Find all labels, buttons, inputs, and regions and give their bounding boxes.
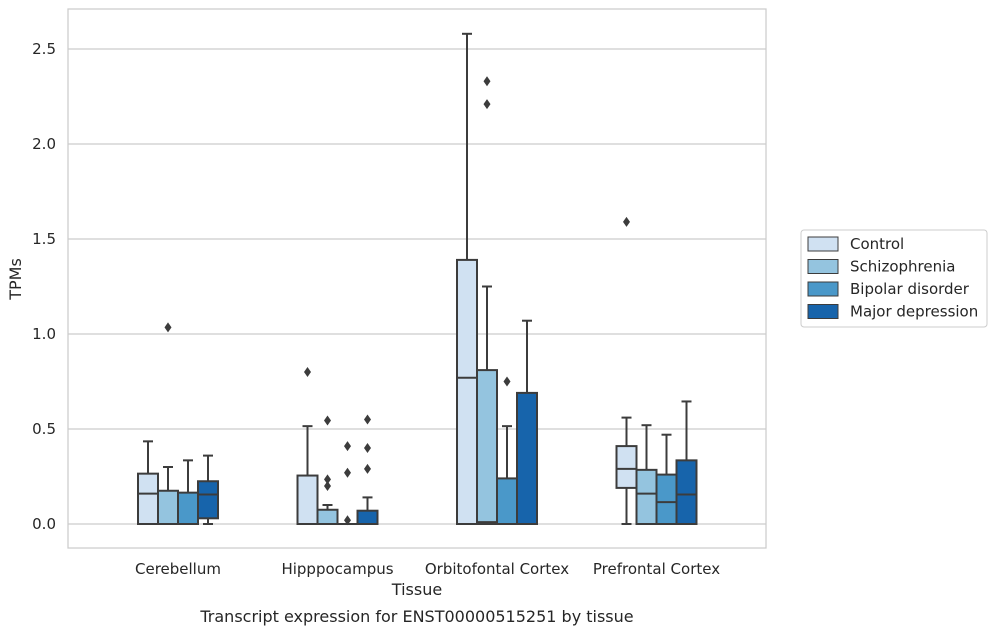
outlier-point [324,474,331,485]
box-group [675,400,698,526]
x-tick-label: Prefrontal Cortex [593,560,720,578]
box-group [197,454,219,525]
legend-swatch [807,236,839,252]
box [635,468,658,526]
box-group [356,414,379,526]
box-group [615,216,638,525]
outlier-point [324,415,331,426]
outlier-point [164,322,172,333]
legend-frame [800,229,988,328]
x-axis-title: Tissue [391,580,442,599]
boxes-layer [137,32,698,526]
box [655,473,678,526]
y-tick-label: 2.5 [32,40,56,58]
box [516,391,538,525]
outlier-point [344,515,351,526]
box-group [476,76,498,525]
y-tick-label: 0.0 [32,515,56,533]
legend-label: Schizophrenia [850,258,955,276]
box [157,489,179,525]
box-group [635,424,658,526]
box-group [177,459,199,525]
y-axis-title: TPMs [6,258,25,301]
outlier-point [304,367,311,377]
box-group [516,319,538,525]
legend-label: Major depression [850,303,978,321]
y-tick-label: 1.5 [32,230,56,248]
plot-area [67,8,767,549]
box-group [137,440,159,525]
outlier-point [344,441,351,452]
x-axis-ticks: Cerebellum Hipppocampus Orbitofontal Corte… [135,560,720,578]
box-group [336,441,359,526]
box [137,472,159,525]
box [356,509,379,526]
box [496,477,518,525]
box [177,491,199,525]
box [197,480,219,520]
legend: Control Schizophrenia Bipolar disorder Majo… [800,229,988,328]
legend-swatch [807,281,839,297]
outlier-point [324,481,331,491]
box [296,474,319,525]
outlier-point [364,463,371,474]
x-tick-label: Orbitofontal Cortex [425,560,569,578]
outlier-point [483,99,491,110]
box-group [296,367,319,525]
box [476,369,498,525]
box-group [316,415,339,525]
box [675,459,698,526]
chart-caption: Transcript expression for ENST0000051525… [199,607,633,626]
outlier-point [483,76,491,87]
box [615,445,638,489]
y-tick-label: 0.5 [32,420,56,438]
box-group [496,376,518,525]
outlier-point [344,467,351,478]
x-tick-label: Cerebellum [135,560,221,578]
y-tick-label: 1.0 [32,325,56,343]
legend-swatch [807,304,839,319]
box [316,508,339,525]
outlier-point [503,376,511,387]
legend-swatch [807,259,839,274]
y-tick-label: 2.0 [32,135,56,153]
box-group [655,433,678,526]
y-axis-ticks: 0.0 0.5 1.0 1.5 2.0 2.5 [32,40,56,533]
x-tick-label: Hipppocampus [281,560,393,578]
legend-label: Bipolar disorder [850,280,970,298]
box-group [456,32,478,525]
box [456,258,478,525]
outlier-point [623,216,630,227]
outlier-point [364,443,371,453]
box-group [157,322,179,525]
outlier-point [364,414,371,425]
legend-label: Control [850,235,904,253]
